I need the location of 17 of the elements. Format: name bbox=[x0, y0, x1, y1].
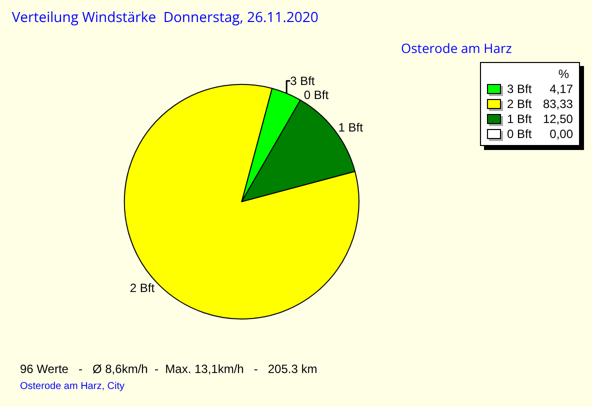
legend-label: 2 Bft bbox=[506, 96, 533, 110]
data-label: 4,17 bbox=[548, 82, 573, 96]
legend-label: 1 Bft bbox=[506, 112, 533, 126]
chart-subtitle: Osterode am Harz bbox=[401, 39, 512, 57]
slice-label: 3 Bft bbox=[290, 74, 316, 88]
data-label: 83,33 bbox=[542, 96, 573, 110]
text: 0,00 bbox=[550, 126, 573, 140]
slice-label: 2 Bft bbox=[130, 281, 156, 296]
legend-label: 3 Bft bbox=[507, 82, 533, 96]
text: 96 Werte - Ø 8,6km/h - Max. 13,1km/h - 205.3 km bbox=[20, 362, 318, 376]
legend-label: 0 Bft bbox=[507, 126, 533, 140]
text: Osterode am Harz, City bbox=[20, 381, 124, 392]
chart-title: Verteilung Windstärke Donnerstag, 26.11.2020 bbox=[12, 8, 318, 28]
category-label: 0 Bft bbox=[304, 88, 329, 102]
legend-title: % bbox=[557, 67, 570, 81]
data-label: 12,50 bbox=[542, 112, 573, 126]
slice-label: 1 Bft bbox=[338, 120, 364, 135]
